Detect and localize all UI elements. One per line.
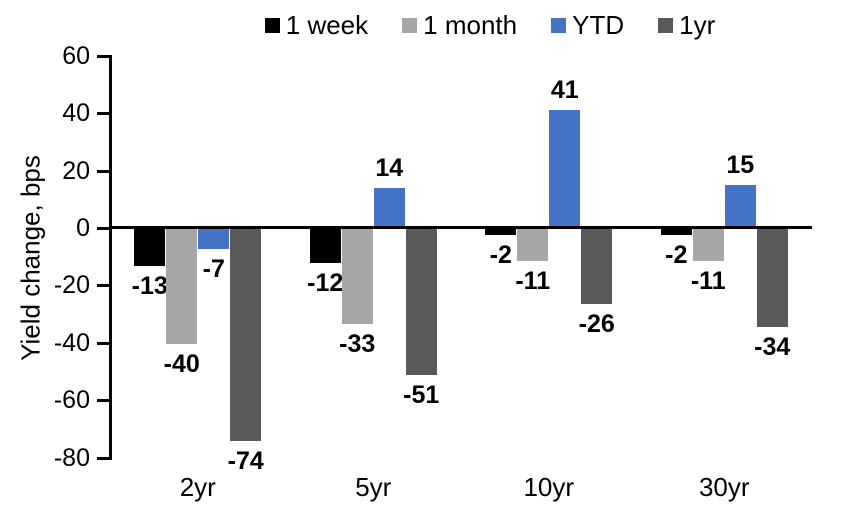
data-label-1-week-10yr: -2 bbox=[489, 240, 512, 269]
data-label-1-month-30yr: -11 bbox=[690, 266, 726, 295]
x-category-label-2yr: 2yr bbox=[179, 472, 216, 502]
y-axis-tick bbox=[97, 341, 110, 345]
data-label-ytd-30yr: 15 bbox=[726, 150, 755, 179]
bar-1-month-5yr bbox=[341, 229, 373, 324]
bar-1-week-30yr bbox=[660, 229, 692, 235]
x-category-label-30yr: 30yr bbox=[698, 472, 750, 502]
bar-1-month-30yr bbox=[692, 229, 724, 261]
bar-1-month-10yr bbox=[517, 229, 549, 261]
legend-swatch-1-month bbox=[402, 17, 418, 33]
legend-label: YTD bbox=[572, 10, 625, 40]
bar-1yr-2yr bbox=[230, 229, 262, 442]
legend-item-1yr: 1yr bbox=[658, 10, 715, 40]
data-label-1-week-2yr: -13 bbox=[131, 272, 168, 301]
legend-item-1-week: 1 week bbox=[264, 10, 369, 40]
bar-1-week-5yr bbox=[309, 229, 341, 264]
y-tick-label: 40 bbox=[62, 99, 90, 128]
bar-ytd-2yr bbox=[198, 229, 230, 250]
data-label-1yr-2yr: -74 bbox=[227, 447, 264, 476]
legend-label: 1 month bbox=[423, 10, 518, 40]
data-label-1-month-10yr: -11 bbox=[515, 266, 551, 295]
bar-1yr-5yr bbox=[405, 229, 437, 376]
data-label-1-month-5yr: -33 bbox=[339, 329, 376, 358]
y-axis-tick bbox=[97, 227, 110, 230]
data-label-1yr-10yr: -26 bbox=[578, 309, 615, 338]
legend-swatch-ytd bbox=[551, 17, 567, 33]
legend-label: 1 week bbox=[285, 10, 369, 40]
y-tick-label: -20 bbox=[53, 271, 90, 300]
y-axis-tick bbox=[97, 112, 110, 116]
chart-legend: 1 week 1 month YTD 1yr bbox=[64, 9, 852, 41]
legend-item-1-month: 1 month bbox=[402, 10, 517, 40]
y-tick-label: -80 bbox=[53, 443, 90, 472]
y-tick-label: -40 bbox=[53, 328, 90, 357]
zero-baseline bbox=[110, 226, 812, 229]
y-axis-tick bbox=[97, 54, 110, 58]
data-label-ytd-10yr: 41 bbox=[550, 76, 579, 105]
bar-1yr-10yr bbox=[581, 229, 613, 304]
bar-ytd-5yr bbox=[373, 187, 405, 228]
legend-swatch-1-week bbox=[264, 17, 280, 33]
bar-1yr-30yr bbox=[756, 229, 788, 327]
x-category-label-10yr: 10yr bbox=[523, 472, 575, 502]
y-tick-label: 20 bbox=[62, 156, 90, 185]
data-label-1-week-30yr: -2 bbox=[665, 240, 688, 269]
bar-1-week-10yr bbox=[485, 229, 517, 235]
y-axis-line bbox=[109, 55, 112, 460]
data-label-ytd-2yr: -7 bbox=[202, 255, 225, 284]
y-axis-tick bbox=[97, 399, 110, 403]
y-tick-label: 60 bbox=[62, 41, 90, 70]
y-axis-tick bbox=[97, 284, 110, 288]
bar-ytd-30yr bbox=[724, 184, 756, 228]
bar-1-week-2yr bbox=[134, 229, 166, 267]
y-axis-tick bbox=[97, 169, 110, 173]
bar-1-month-2yr bbox=[166, 229, 198, 344]
data-label-1-month-2yr: -40 bbox=[163, 349, 200, 378]
legend-swatch-1yr bbox=[658, 17, 674, 33]
bar-ytd-10yr bbox=[549, 110, 581, 228]
y-axis-tick bbox=[97, 456, 110, 460]
data-label-1-week-5yr: -12 bbox=[307, 269, 344, 298]
data-label-1yr-5yr: -51 bbox=[403, 381, 440, 410]
y-tick-label: 0 bbox=[76, 214, 90, 242]
y-tick-label: -60 bbox=[53, 386, 90, 415]
data-label-ytd-5yr: 14 bbox=[375, 153, 404, 182]
legend-label: 1yr bbox=[679, 10, 716, 40]
data-label-1yr-30yr: -34 bbox=[754, 332, 791, 361]
x-category-label-5yr: 5yr bbox=[355, 472, 392, 502]
legend-item-ytd: YTD bbox=[551, 10, 624, 40]
